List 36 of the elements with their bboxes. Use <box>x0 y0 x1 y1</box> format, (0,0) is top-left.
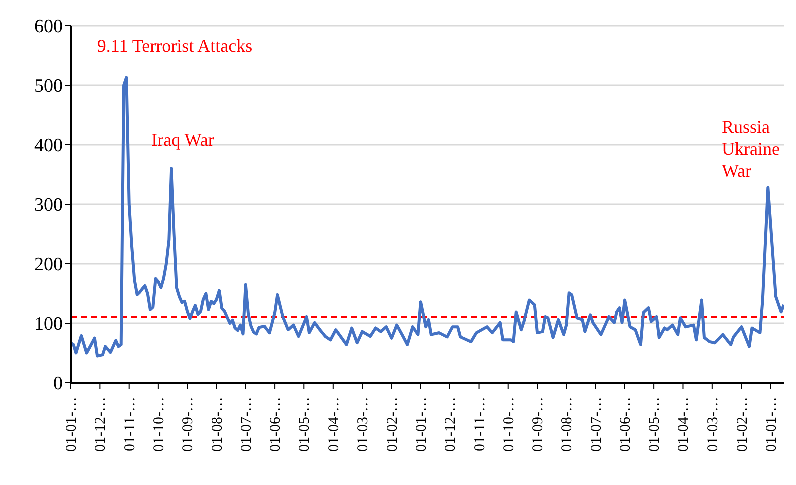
x-tick-label: 01-03-… <box>705 397 722 452</box>
y-tick-label: 400 <box>34 136 63 157</box>
x-tick-label: 01-12-… <box>443 397 460 452</box>
y-tick-label: 200 <box>34 254 63 276</box>
x-tick-label: 01-10-… <box>151 397 168 452</box>
x-tick-label: 01-09-… <box>530 397 547 452</box>
x-tick-label: 01-09-… <box>180 397 197 452</box>
x-tick-label: 01-01-… <box>64 397 80 452</box>
y-tick-label: 600 <box>34 16 63 38</box>
x-tick-label: 01-11-… <box>472 397 488 452</box>
x-tick-label: 01-10-… <box>501 397 518 452</box>
x-tick-label: 01-11-… <box>122 397 138 452</box>
x-tick-label: 01-02-… <box>384 397 401 452</box>
x-tick-label: 01-01-… <box>414 397 430 452</box>
y-tick-label: 100 <box>34 314 63 336</box>
y-tick-label: 500 <box>34 76 63 98</box>
x-tick-label: 01-07-… <box>588 397 605 452</box>
line-series <box>71 76 784 358</box>
x-tick-label: 01-04-… <box>326 397 342 452</box>
x-tick-label: 01-03-… <box>355 397 372 452</box>
x-tick-label: 01-12-… <box>93 397 110 452</box>
y-tick-label: 0 <box>54 374 63 395</box>
x-tick-label: 01-05-… <box>647 397 664 452</box>
x-tick-label: 01-07-… <box>238 397 255 452</box>
x-tick-label: 01-08-… <box>210 397 226 452</box>
x-tick-label: 01-06-… <box>268 397 284 452</box>
x-tick-label: 01-05-… <box>297 397 314 452</box>
x-tick-label: 01-04-… <box>676 397 692 452</box>
x-tick-label: 01-08-… <box>560 397 576 452</box>
annotation: Iraq War <box>152 130 214 150</box>
x-tick-label: 01-06-… <box>618 397 634 452</box>
y-tick-label: 300 <box>34 195 63 216</box>
annotation: 9.11 Terrorist Attacks <box>97 36 253 56</box>
annotation: Russia Ukraine War <box>722 117 780 181</box>
x-tick-label: 01-02-… <box>734 397 751 452</box>
x-tick-label: 01-01-… <box>764 397 780 452</box>
